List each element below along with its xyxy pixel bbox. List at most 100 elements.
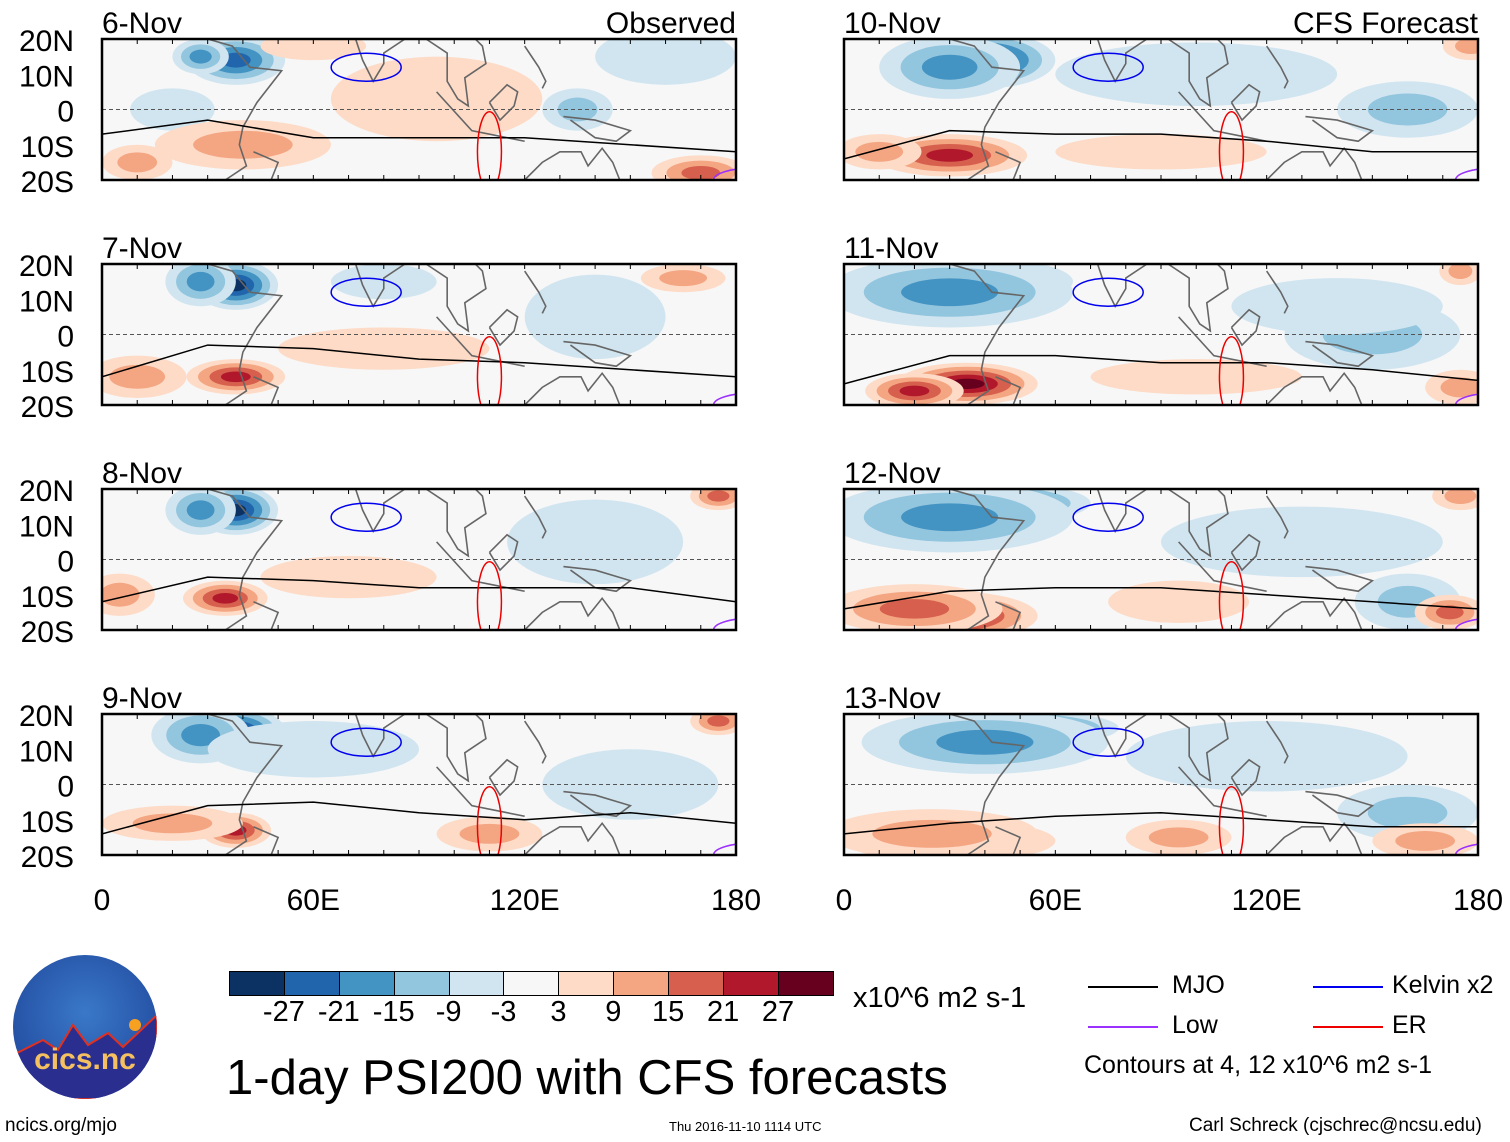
panel-date: 7-Nov: [102, 232, 182, 265]
colorbar-swatch: [504, 972, 560, 995]
coastline: [524, 495, 547, 539]
kelvin-contour: [330, 502, 402, 532]
coastline: [1167, 714, 1229, 783]
footer-url: ncics.org/mjo: [5, 1115, 117, 1136]
coastline: [253, 151, 280, 180]
er-contour: [476, 786, 503, 855]
y-tick-label: 20S: [21, 391, 74, 424]
colorbar-tick: 21: [706, 996, 740, 1028]
coastline: [949, 264, 1026, 405]
coastline: [1266, 45, 1289, 89]
coastline: [949, 39, 1026, 180]
coastline: [1266, 821, 1363, 855]
coastline: [1167, 39, 1229, 108]
coastline: [436, 766, 525, 818]
anomaly-contour: [193, 130, 293, 159]
coastline: [353, 714, 407, 758]
colorbar-tick: 9: [605, 996, 622, 1028]
anomaly-contour: [879, 599, 950, 619]
coastline: [425, 714, 487, 783]
colorbar-tick: -15: [372, 996, 415, 1028]
anomaly-contour: [507, 499, 684, 585]
coastline: [353, 39, 407, 83]
mjo-contour: [102, 344, 736, 378]
coastline: [1266, 371, 1363, 405]
colorbar-swatch: [449, 972, 505, 995]
figure-title: 1-day PSI200 with CFS forecasts: [226, 1051, 948, 1105]
panel-date: 11-Nov: [844, 232, 938, 265]
anomaly-contour: [1161, 506, 1443, 578]
coastline: [563, 340, 633, 368]
anomaly-contour: [109, 364, 166, 389]
coastline: [425, 489, 487, 558]
anomaly-contour: [102, 582, 140, 607]
anomaly-contour: [132, 813, 213, 834]
y-tick-label: 20N: [19, 250, 74, 283]
coastline: [207, 714, 284, 855]
coastline: [436, 91, 525, 143]
cics-logo: cics.nc: [13, 955, 157, 1099]
legend-er: ER: [1392, 1011, 1427, 1039]
coastline: [1266, 596, 1363, 630]
y-tick-label: 0: [57, 546, 74, 579]
panel-date: 9-Nov: [102, 682, 182, 715]
legend-mjo-line: [1088, 986, 1158, 988]
anomaly-contour: [872, 819, 992, 848]
x-tick-label: 0: [94, 884, 111, 917]
kelvin-contour: [1072, 727, 1144, 757]
anomaly-contour: [1444, 489, 1477, 505]
mjo-contour: [102, 576, 736, 603]
coastline: [353, 264, 407, 308]
mjo-contour: [844, 129, 1478, 160]
anomaly-contour: [921, 54, 978, 80]
header-observed: Observed: [606, 7, 736, 40]
anomaly-contour: [1455, 39, 1478, 55]
coastline: [524, 45, 547, 89]
y-tick-label: 10N: [19, 285, 74, 318]
coastline: [1266, 270, 1289, 314]
anomaly-contour: [212, 592, 239, 604]
logo-mountains: [13, 1013, 157, 1099]
anomaly-contour: [707, 490, 730, 502]
x-tick-label: 120E: [490, 884, 560, 917]
coastline: [563, 115, 633, 143]
anomaly-contour: [1148, 827, 1209, 848]
coastline: [1266, 146, 1363, 180]
colorbar-swatch: [669, 972, 725, 995]
y-tick-label: 20S: [21, 166, 74, 199]
colorbar-tick: -21: [317, 996, 360, 1028]
header-forecast: CFS Forecast: [1293, 7, 1479, 40]
coastline: [488, 533, 519, 572]
y-tick-label: 0: [57, 771, 74, 804]
anomaly-contour: [1090, 359, 1302, 395]
anomaly-contour: [260, 555, 437, 599]
map-panel: 11-Nov: [842, 232, 1480, 407]
map-panel: 12-Nov: [842, 457, 1480, 632]
anomaly-contour: [1367, 796, 1448, 829]
coastline: [1095, 489, 1149, 533]
y-tick-label: 20S: [21, 616, 74, 649]
anomaly-contour: [220, 371, 251, 383]
coastline: [1230, 758, 1261, 797]
colorbar-swatch: [339, 972, 395, 995]
kelvin-contour: [330, 727, 402, 757]
colorbar-swatch: [614, 972, 670, 995]
mjo-contour: [844, 811, 1478, 835]
colorbar-swatch: [724, 972, 779, 995]
colorbar-tick: -3: [490, 996, 517, 1028]
kelvin-contour: [1072, 52, 1144, 82]
anomaly-contour: [181, 724, 221, 747]
contour-note: Contours at 4, 12 x10^6 m2 s-1: [1084, 1051, 1433, 1079]
mjo-contour: [102, 119, 736, 153]
coastline: [1095, 264, 1149, 308]
coastline: [1167, 489, 1229, 558]
coastline: [488, 83, 519, 122]
x-tick-label: 0: [836, 884, 853, 917]
anomaly-contour: [1435, 605, 1464, 620]
anomaly-contour: [1125, 721, 1408, 792]
coastline: [207, 264, 284, 405]
coastline: [207, 39, 284, 180]
anomaly-contour: [681, 166, 721, 180]
